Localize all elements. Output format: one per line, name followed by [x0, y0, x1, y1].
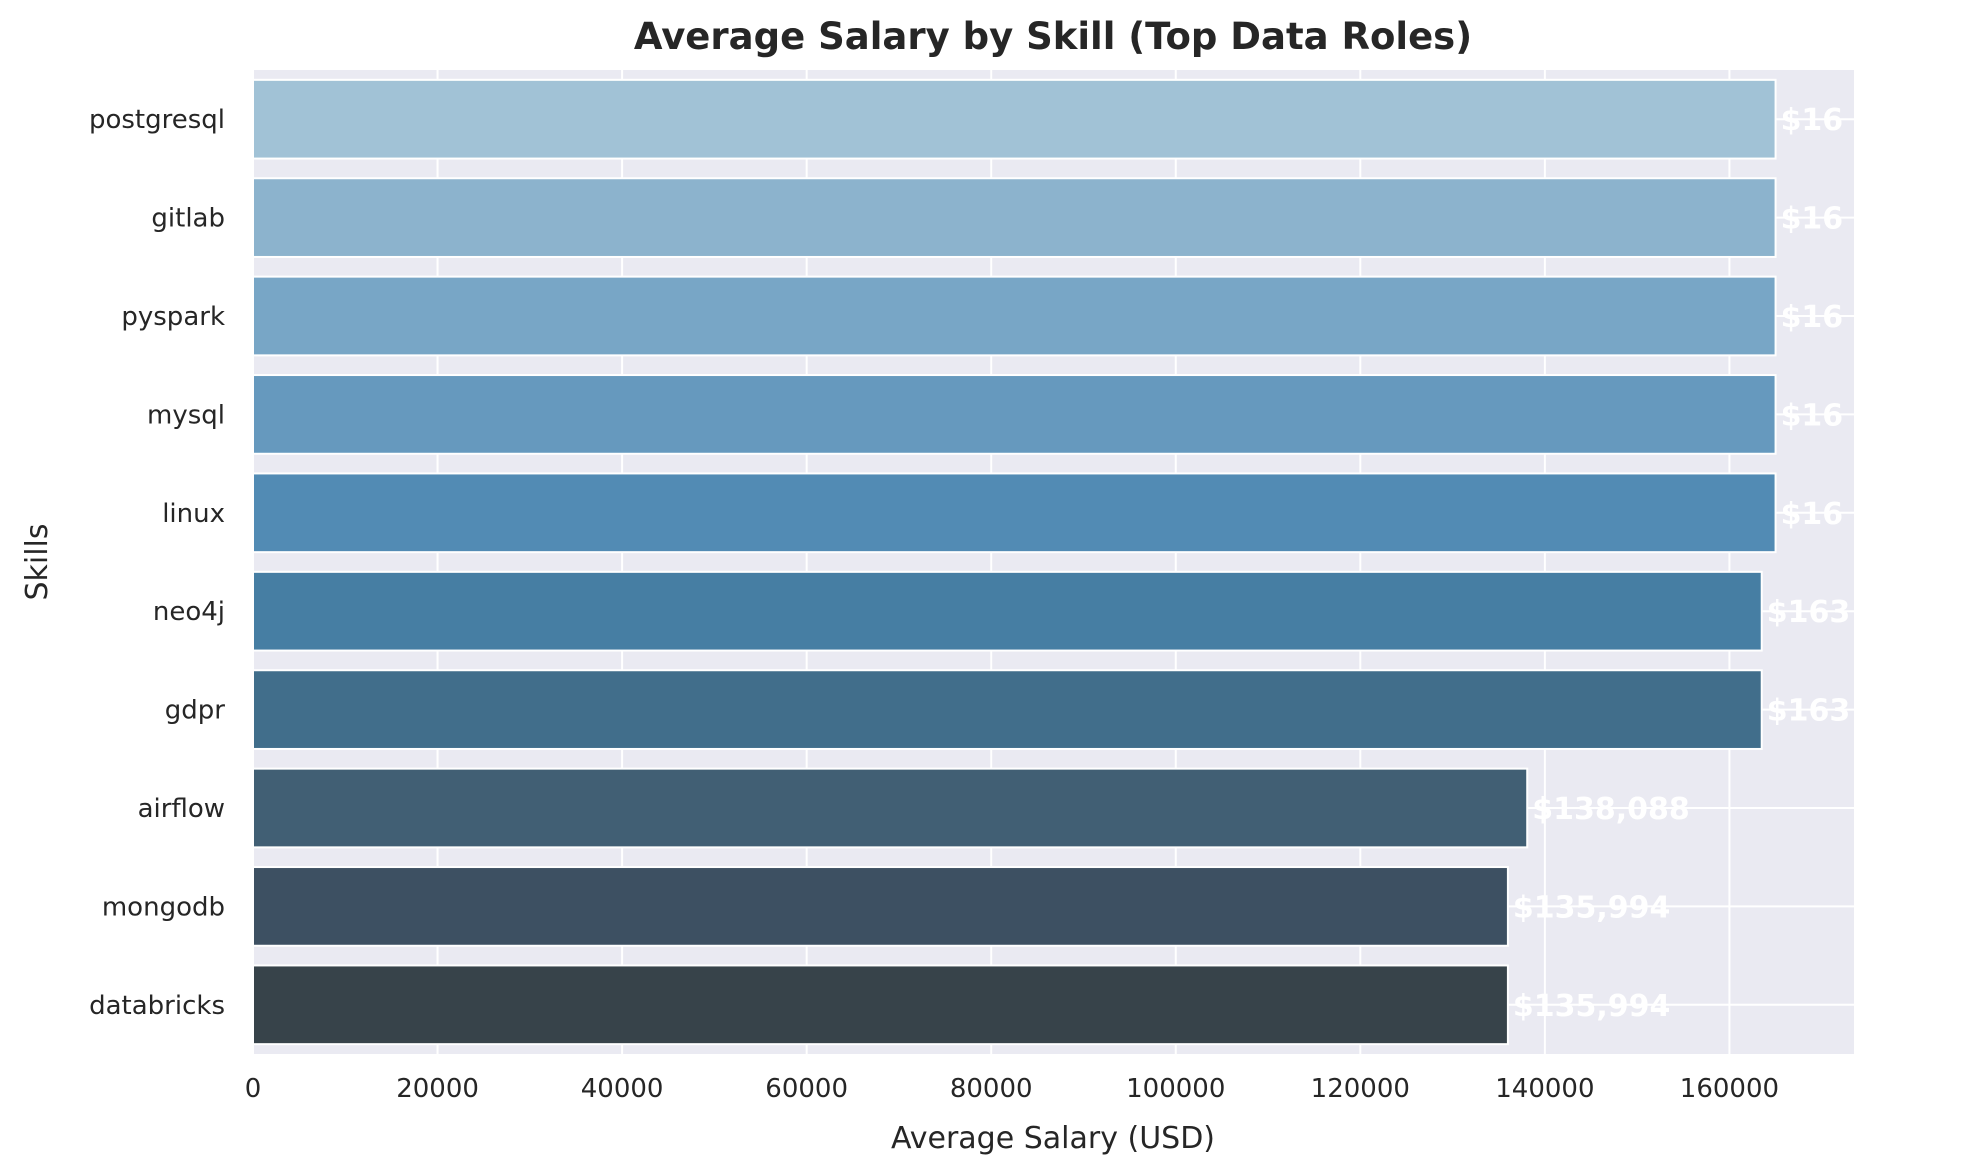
y-tick-label: neo4j: [153, 597, 225, 627]
bars: [252, 78, 1777, 1046]
bar-mysql: [252, 374, 1777, 455]
data-label-databricks: $135,994: [1513, 989, 1671, 1024]
y-tick-label: postgresql: [89, 105, 225, 135]
y-tick-labels: postgresql gitlab pyspark mysql linux neo4j gd…: [89, 105, 225, 1021]
data-label-neo4j: $163: [1767, 595, 1851, 630]
x-tick-label: 60000: [765, 1074, 848, 1104]
data-label-airflow: $138,088: [1532, 792, 1690, 827]
bar-databricks: [252, 964, 1509, 1046]
x-tick-labels: 0 20000 40000 60000 80000 100000 120000 140000 1…: [245, 1074, 1779, 1104]
bar-gdpr: [252, 669, 1763, 750]
data-label-mysql: $16: [1781, 398, 1844, 433]
x-tick-label: 100000: [1126, 1074, 1225, 1104]
data-label-postgresql: $16: [1781, 103, 1844, 138]
bar-pyspark: [252, 275, 1777, 357]
data-label-mongodb: $135,994: [1513, 890, 1671, 925]
y-tick-label: pyspark: [121, 302, 225, 332]
data-label-gdpr: $163: [1767, 694, 1851, 729]
data-label-pyspark: $16: [1781, 300, 1844, 335]
bar-linux: [252, 472, 1777, 554]
x-tick-label: 20000: [396, 1074, 479, 1104]
y-tick-label: gdpr: [165, 696, 226, 726]
y-tick-label: gitlab: [151, 204, 225, 234]
y-tick-label: airflow: [138, 794, 225, 824]
bar-airflow: [252, 767, 1529, 849]
y-tick-label: linux: [162, 499, 225, 529]
y-tick-label: mongodb: [102, 892, 225, 922]
chart-title: Average Salary by Skill (Top Data Roles): [634, 15, 1472, 58]
x-tick-label: 140000: [1495, 1074, 1594, 1104]
data-label-gitlab: $16: [1781, 202, 1844, 237]
x-axis-label: Average Salary (USD): [891, 1121, 1215, 1156]
x-tick-label: 120000: [1311, 1074, 1410, 1104]
x-tick-label: 80000: [950, 1074, 1033, 1104]
y-tick-label: mysql: [147, 400, 225, 430]
x-tick-label: 40000: [581, 1074, 664, 1104]
bar-neo4j: [252, 570, 1763, 652]
bar-postgresql: [252, 78, 1777, 160]
data-labels: $16 $16 $16 $16 $16 $163 $163 $138,088 $135,994 $…: [1513, 103, 1850, 1024]
bar-gitlab: [252, 177, 1777, 258]
data-label-linux: $16: [1781, 497, 1844, 532]
x-tick-label: 0: [245, 1074, 262, 1104]
bar-mongodb: [252, 866, 1509, 947]
x-tick-label: 160000: [1680, 1074, 1779, 1104]
y-tick-label: databricks: [89, 991, 225, 1021]
y-axis-label: Skills: [20, 523, 55, 600]
